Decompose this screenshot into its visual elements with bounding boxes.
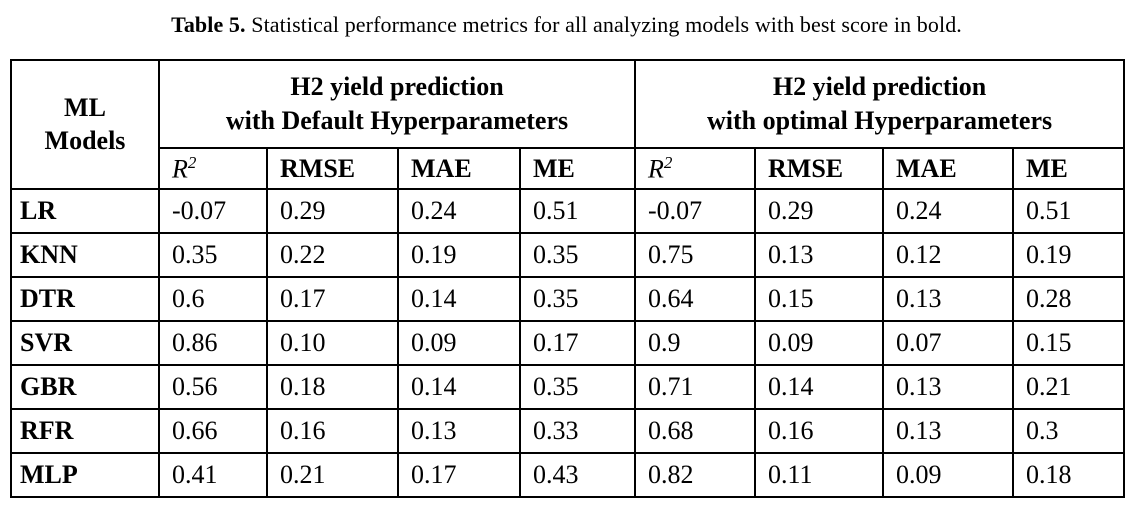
corner-header-ml-models: ML Models (10, 59, 160, 190)
value-cell-svr-optimal-r2: 0.9 (634, 320, 757, 366)
metric-header-optimal-r2: R2 (634, 147, 757, 190)
caption-label: Table 5. (171, 12, 246, 37)
table-row-lr: LR -0.07 0.29 0.24 0.51 -0.07 0.29 0.24 0.51 (10, 188, 1126, 234)
value-cell-mlp-optimal-mae: 0.09 (882, 452, 1015, 498)
value-cell-rfr-optimal-r2: 0.68 (634, 408, 757, 454)
value-cell-dtr-optimal-rmse: 0.15 (754, 276, 885, 322)
value-cell-knn-default-mae: 0.19 (397, 232, 521, 278)
metric-header-default-rmse: RMSE (266, 147, 399, 190)
value-cell-dtr-optimal-mae: 0.13 (882, 276, 1015, 322)
value-cell-mlp-optimal-rmse: 0.11 (754, 452, 885, 498)
value-cell-dtr-optimal-r2: 0.64 (634, 276, 757, 322)
value-cell-lr-default-mae: 0.24 (397, 188, 521, 234)
value-cell-gbr-default-me: 0.35 (518, 364, 637, 410)
value-cell-svr-default-me: 0.17 (518, 320, 637, 366)
group-default-line2: with Default Hyperparameters (225, 106, 569, 135)
value-cell-gbr-default-mae: 0.14 (397, 364, 521, 410)
value-cell-knn-default-r2: 0.35 (158, 232, 268, 278)
table-row-gbr: GBR 0.56 0.18 0.14 0.35 0.71 0.14 0.13 0.21 (10, 364, 1126, 410)
value-cell-svr-optimal-mae: 0.07 (882, 320, 1015, 366)
value-cell-rfr-default-r2: 0.66 (158, 408, 268, 454)
value-cell-lr-optimal-mae: 0.24 (882, 188, 1015, 234)
model-cell-lr: LR (10, 188, 160, 234)
table-caption: Table 5. Statistical performance metrics… (0, 12, 1133, 38)
value-cell-lr-default-rmse: 0.29 (266, 188, 399, 234)
metric-header-optimal-me: ME (1012, 147, 1126, 190)
metric-header-default-me: ME (518, 147, 637, 190)
metric-header-default-r2: R2 (158, 147, 268, 190)
group-default-line1: H2 yield prediction (290, 72, 504, 102)
table-row-knn: KNN 0.35 0.22 0.19 0.35 0.75 0.13 0.12 0.19 (10, 232, 1126, 278)
value-cell-rfr-optimal-me: 0.3 (1012, 408, 1126, 454)
corner-line2: Models (44, 125, 126, 155)
value-cell-dtr-default-me: 0.35 (518, 276, 637, 322)
caption-text: Statistical performance metrics for all … (245, 12, 962, 37)
value-cell-mlp-optimal-me: 0.18 (1012, 452, 1126, 498)
corner-line1: ML (64, 93, 106, 122)
value-cell-rfr-optimal-mae: 0.13 (882, 408, 1015, 454)
metric-header-row: R2 RMSE MAE ME R2 RMSE MAE ME (11, 147, 1126, 190)
metric-header-optimal-rmse: RMSE (754, 147, 885, 190)
model-cell-dtr: DTR (10, 276, 160, 322)
value-cell-mlp-default-rmse: 0.21 (266, 452, 399, 498)
group-header-row: ML Models H2 yield prediction with Defau… (10, 59, 1126, 190)
value-cell-lr-optimal-me: 0.51 (1012, 188, 1126, 234)
value-cell-svr-optimal-rmse: 0.09 (754, 320, 885, 366)
value-cell-lr-optimal-rmse: 0.29 (754, 188, 885, 234)
value-cell-mlp-default-me: 0.43 (518, 452, 637, 498)
value-cell-gbr-default-rmse: 0.18 (266, 364, 399, 410)
value-cell-rfr-default-me: 0.33 (518, 408, 637, 454)
value-cell-knn-optimal-rmse: 0.13 (754, 232, 885, 278)
value-cell-mlp-optimal-r2: 0.82 (634, 452, 757, 498)
table-row-svr: SVR 0.86 0.10 0.09 0.17 0.9 0.09 0.07 0.15 (10, 320, 1126, 366)
value-cell-gbr-optimal-r2: 0.71 (634, 364, 757, 410)
metric-header-default-mae: MAE (397, 147, 521, 190)
model-cell-mlp: MLP (10, 452, 160, 498)
value-cell-dtr-default-mae: 0.14 (397, 276, 521, 322)
value-cell-knn-default-me: 0.35 (518, 232, 637, 278)
value-cell-mlp-default-r2: 0.41 (158, 452, 268, 498)
statistical-metrics-table: ML Models H2 yield prediction with Defau… (10, 59, 1126, 498)
value-cell-lr-optimal-r2: -0.07 (634, 188, 757, 234)
value-cell-knn-optimal-mae: 0.12 (882, 232, 1015, 278)
table-row-dtr: DTR 0.6 0.17 0.14 0.35 0.64 0.15 0.13 0.28 (10, 276, 1126, 322)
value-cell-gbr-optimal-me: 0.21 (1012, 364, 1126, 410)
value-cell-svr-default-r2: 0.86 (158, 320, 268, 366)
value-cell-knn-optimal-me: 0.19 (1012, 232, 1126, 278)
model-cell-svr: SVR (10, 320, 160, 366)
value-cell-dtr-optimal-me: 0.28 (1012, 276, 1126, 322)
group-header-default: H2 yield prediction with Default Hyperpa… (157, 59, 637, 149)
value-cell-lr-default-r2: -0.07 (158, 188, 268, 234)
table-row-mlp: MLP 0.41 0.21 0.17 0.43 0.82 0.11 0.09 0.18 (10, 452, 1126, 498)
value-cell-lr-default-me: 0.51 (518, 188, 637, 234)
value-cell-gbr-optimal-rmse: 0.14 (754, 364, 885, 410)
model-cell-knn: KNN (10, 232, 160, 278)
group-optimal-line1: H2 yield prediction (772, 72, 987, 102)
value-cell-mlp-default-mae: 0.17 (397, 452, 521, 498)
metric-header-optimal-mae: MAE (882, 147, 1015, 190)
value-cell-svr-optimal-me: 0.15 (1012, 320, 1126, 366)
group-optimal-line2: with optimal Hyperparameters (706, 106, 1053, 135)
value-cell-gbr-optimal-mae: 0.13 (882, 364, 1015, 410)
table-row-rfr: RFR 0.66 0.16 0.13 0.33 0.68 0.16 0.13 0.3 (10, 408, 1126, 454)
value-cell-rfr-default-rmse: 0.16 (266, 408, 399, 454)
value-cell-rfr-optimal-rmse: 0.16 (754, 408, 885, 454)
value-cell-gbr-default-r2: 0.56 (158, 364, 268, 410)
model-cell-gbr: GBR (10, 364, 160, 410)
value-cell-dtr-default-r2: 0.6 (158, 276, 268, 322)
value-cell-rfr-default-mae: 0.13 (397, 408, 521, 454)
value-cell-svr-default-mae: 0.09 (397, 320, 521, 366)
model-cell-rfr: RFR (10, 408, 160, 454)
value-cell-knn-default-rmse: 0.22 (266, 232, 399, 278)
value-cell-dtr-default-rmse: 0.17 (266, 276, 399, 322)
value-cell-svr-default-rmse: 0.10 (266, 320, 399, 366)
value-cell-knn-optimal-r2: 0.75 (634, 232, 757, 278)
group-header-optimal: H2 yield prediction with optimal Hyperpa… (634, 59, 1126, 149)
